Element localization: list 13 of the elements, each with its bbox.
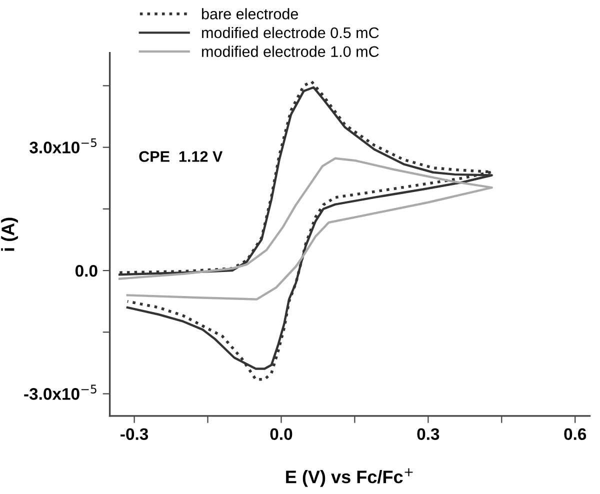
x-axis-title: E (V) vs Fc/Fc$^{+}$ [286,468,413,487]
y-tick-label: 0.0 [75,264,98,277]
annotation: CPE 1.12 V [139,151,223,162]
x-tick-label: 0.6 [564,428,586,440]
x-tick-label: -0.3 [120,428,148,440]
legend-label: modified electrode 1.0 mC [202,46,379,58]
x-tick-label: 0.3 [417,428,440,440]
y-tick-label: -3.0x10$^{−5}$ [24,384,96,400]
legend-label: modified electrode 0.5 mC [202,26,379,38]
x-tick-label: 0.0 [270,428,292,440]
y-tick-label: 3.0x10$^{−5}$ [30,138,96,154]
y-axis-title: i (A) [1,218,18,251]
legend-label: bare electrode [202,8,298,20]
